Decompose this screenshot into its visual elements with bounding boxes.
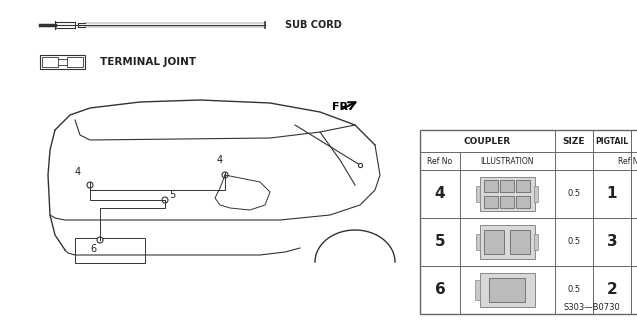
Bar <box>484 196 498 208</box>
Text: COUPLER: COUPLER <box>464 137 511 146</box>
Text: FR.: FR. <box>332 102 352 112</box>
Text: TERMINAL JOINT: TERMINAL JOINT <box>100 57 196 67</box>
Text: 1: 1 <box>607 187 617 202</box>
Text: 6: 6 <box>434 283 445 298</box>
Bar <box>534 186 538 202</box>
Circle shape <box>222 172 228 178</box>
Text: 0.5: 0.5 <box>568 285 580 294</box>
Text: 4: 4 <box>434 187 445 202</box>
Bar <box>476 186 480 202</box>
Text: S303—B0730: S303—B0730 <box>563 303 620 312</box>
Text: ILLUSTRATION: ILLUSTRATION <box>480 156 534 165</box>
Text: SIZE: SIZE <box>562 137 585 146</box>
Text: 4: 4 <box>217 155 223 165</box>
Bar <box>510 230 530 254</box>
Bar <box>500 196 514 208</box>
Bar <box>516 196 530 208</box>
Circle shape <box>87 182 93 188</box>
Circle shape <box>97 237 103 243</box>
Text: 2: 2 <box>606 283 617 298</box>
Bar <box>475 280 480 300</box>
Bar <box>500 180 514 192</box>
Bar <box>484 180 498 192</box>
Bar <box>420 130 637 314</box>
Bar <box>67 57 83 67</box>
Text: 4: 4 <box>75 167 81 177</box>
Bar <box>476 234 480 250</box>
Text: PIGTAIL: PIGTAIL <box>596 137 629 146</box>
Bar <box>489 278 525 302</box>
Bar <box>75 238 145 263</box>
Text: Ref No: Ref No <box>619 156 637 165</box>
Text: 0.5: 0.5 <box>568 237 580 246</box>
Bar <box>40 55 85 69</box>
Text: 3: 3 <box>606 235 617 250</box>
Text: Ref No: Ref No <box>427 156 452 165</box>
Circle shape <box>162 197 168 203</box>
Text: SUB CORD: SUB CORD <box>285 20 341 30</box>
Bar <box>480 225 535 259</box>
Bar <box>516 180 530 192</box>
Bar <box>480 273 535 307</box>
Bar <box>484 230 504 254</box>
Text: 5: 5 <box>169 190 175 200</box>
Bar <box>480 177 535 211</box>
Text: 6: 6 <box>90 244 96 254</box>
Text: 0.5: 0.5 <box>568 189 580 198</box>
Bar <box>42 57 58 67</box>
Text: 5: 5 <box>434 235 445 250</box>
Bar <box>534 234 538 250</box>
